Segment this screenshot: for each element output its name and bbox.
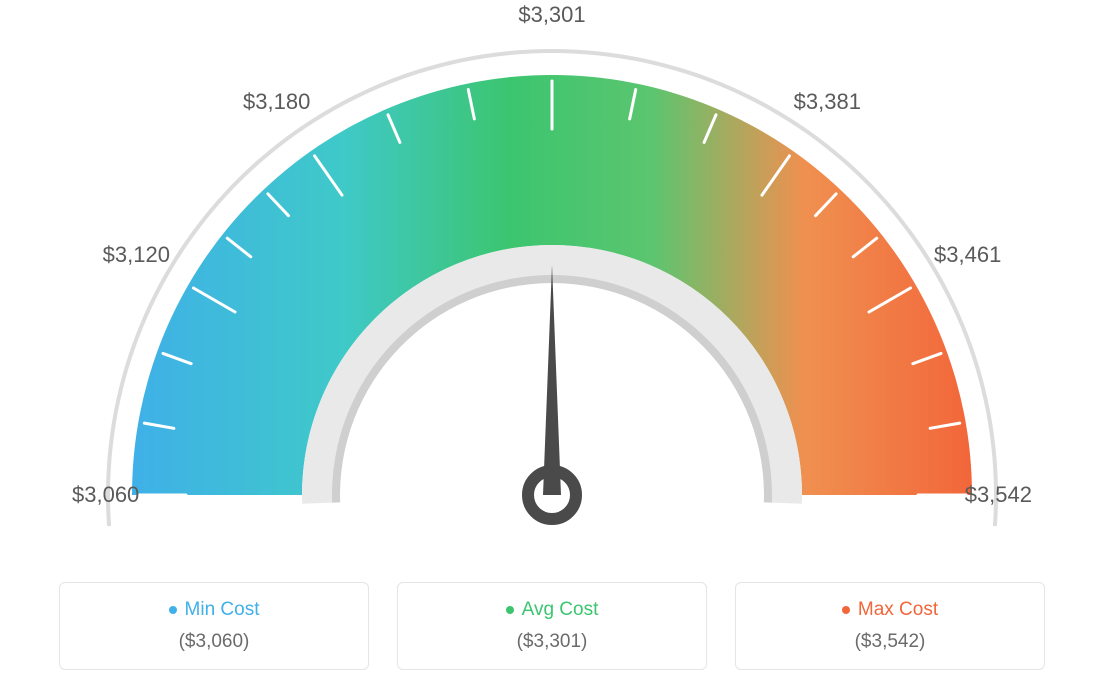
gauge-tick-label: $3,542 bbox=[965, 482, 1032, 508]
legend-min: Min Cost ($3,060) bbox=[59, 582, 369, 670]
legend-min-dot bbox=[169, 606, 177, 614]
legend-avg: Avg Cost ($3,301) bbox=[397, 582, 707, 670]
legend-avg-row: Avg Cost bbox=[408, 599, 696, 621]
gauge-tick-label: $3,301 bbox=[518, 2, 585, 28]
gauge-tick-label: $3,120 bbox=[103, 242, 170, 268]
legend-row: Min Cost ($3,060) Avg Cost ($3,301) Max … bbox=[0, 582, 1104, 670]
legend-min-label: Min Cost bbox=[185, 599, 260, 621]
legend-avg-value: ($3,301) bbox=[408, 631, 696, 653]
legend-min-value: ($3,060) bbox=[70, 631, 358, 653]
gauge-tick-label: $3,381 bbox=[794, 89, 861, 115]
gauge-tick-label: $3,060 bbox=[72, 482, 139, 508]
gauge-area: $3,060 $3,120 $3,180 $3,301 $3,381 $3,461 $3,5… bbox=[0, 0, 1104, 550]
gauge-tick-label: $3,180 bbox=[243, 89, 310, 115]
legend-max-row: Max Cost bbox=[746, 599, 1034, 621]
gauge-svg bbox=[0, 0, 1104, 550]
legend-avg-label: Avg Cost bbox=[522, 599, 599, 621]
gauge-tick-label: $3,461 bbox=[934, 242, 1001, 268]
legend-max-value: ($3,542) bbox=[746, 631, 1034, 653]
legend-max-dot bbox=[842, 606, 850, 614]
legend-min-row: Min Cost bbox=[70, 599, 358, 621]
gauge-chart-container: $3,060 $3,120 $3,180 $3,301 $3,381 $3,461 $3,5… bbox=[0, 0, 1104, 690]
legend-avg-dot bbox=[506, 606, 514, 614]
legend-max: Max Cost ($3,542) bbox=[735, 582, 1045, 670]
legend-max-label: Max Cost bbox=[858, 599, 938, 621]
